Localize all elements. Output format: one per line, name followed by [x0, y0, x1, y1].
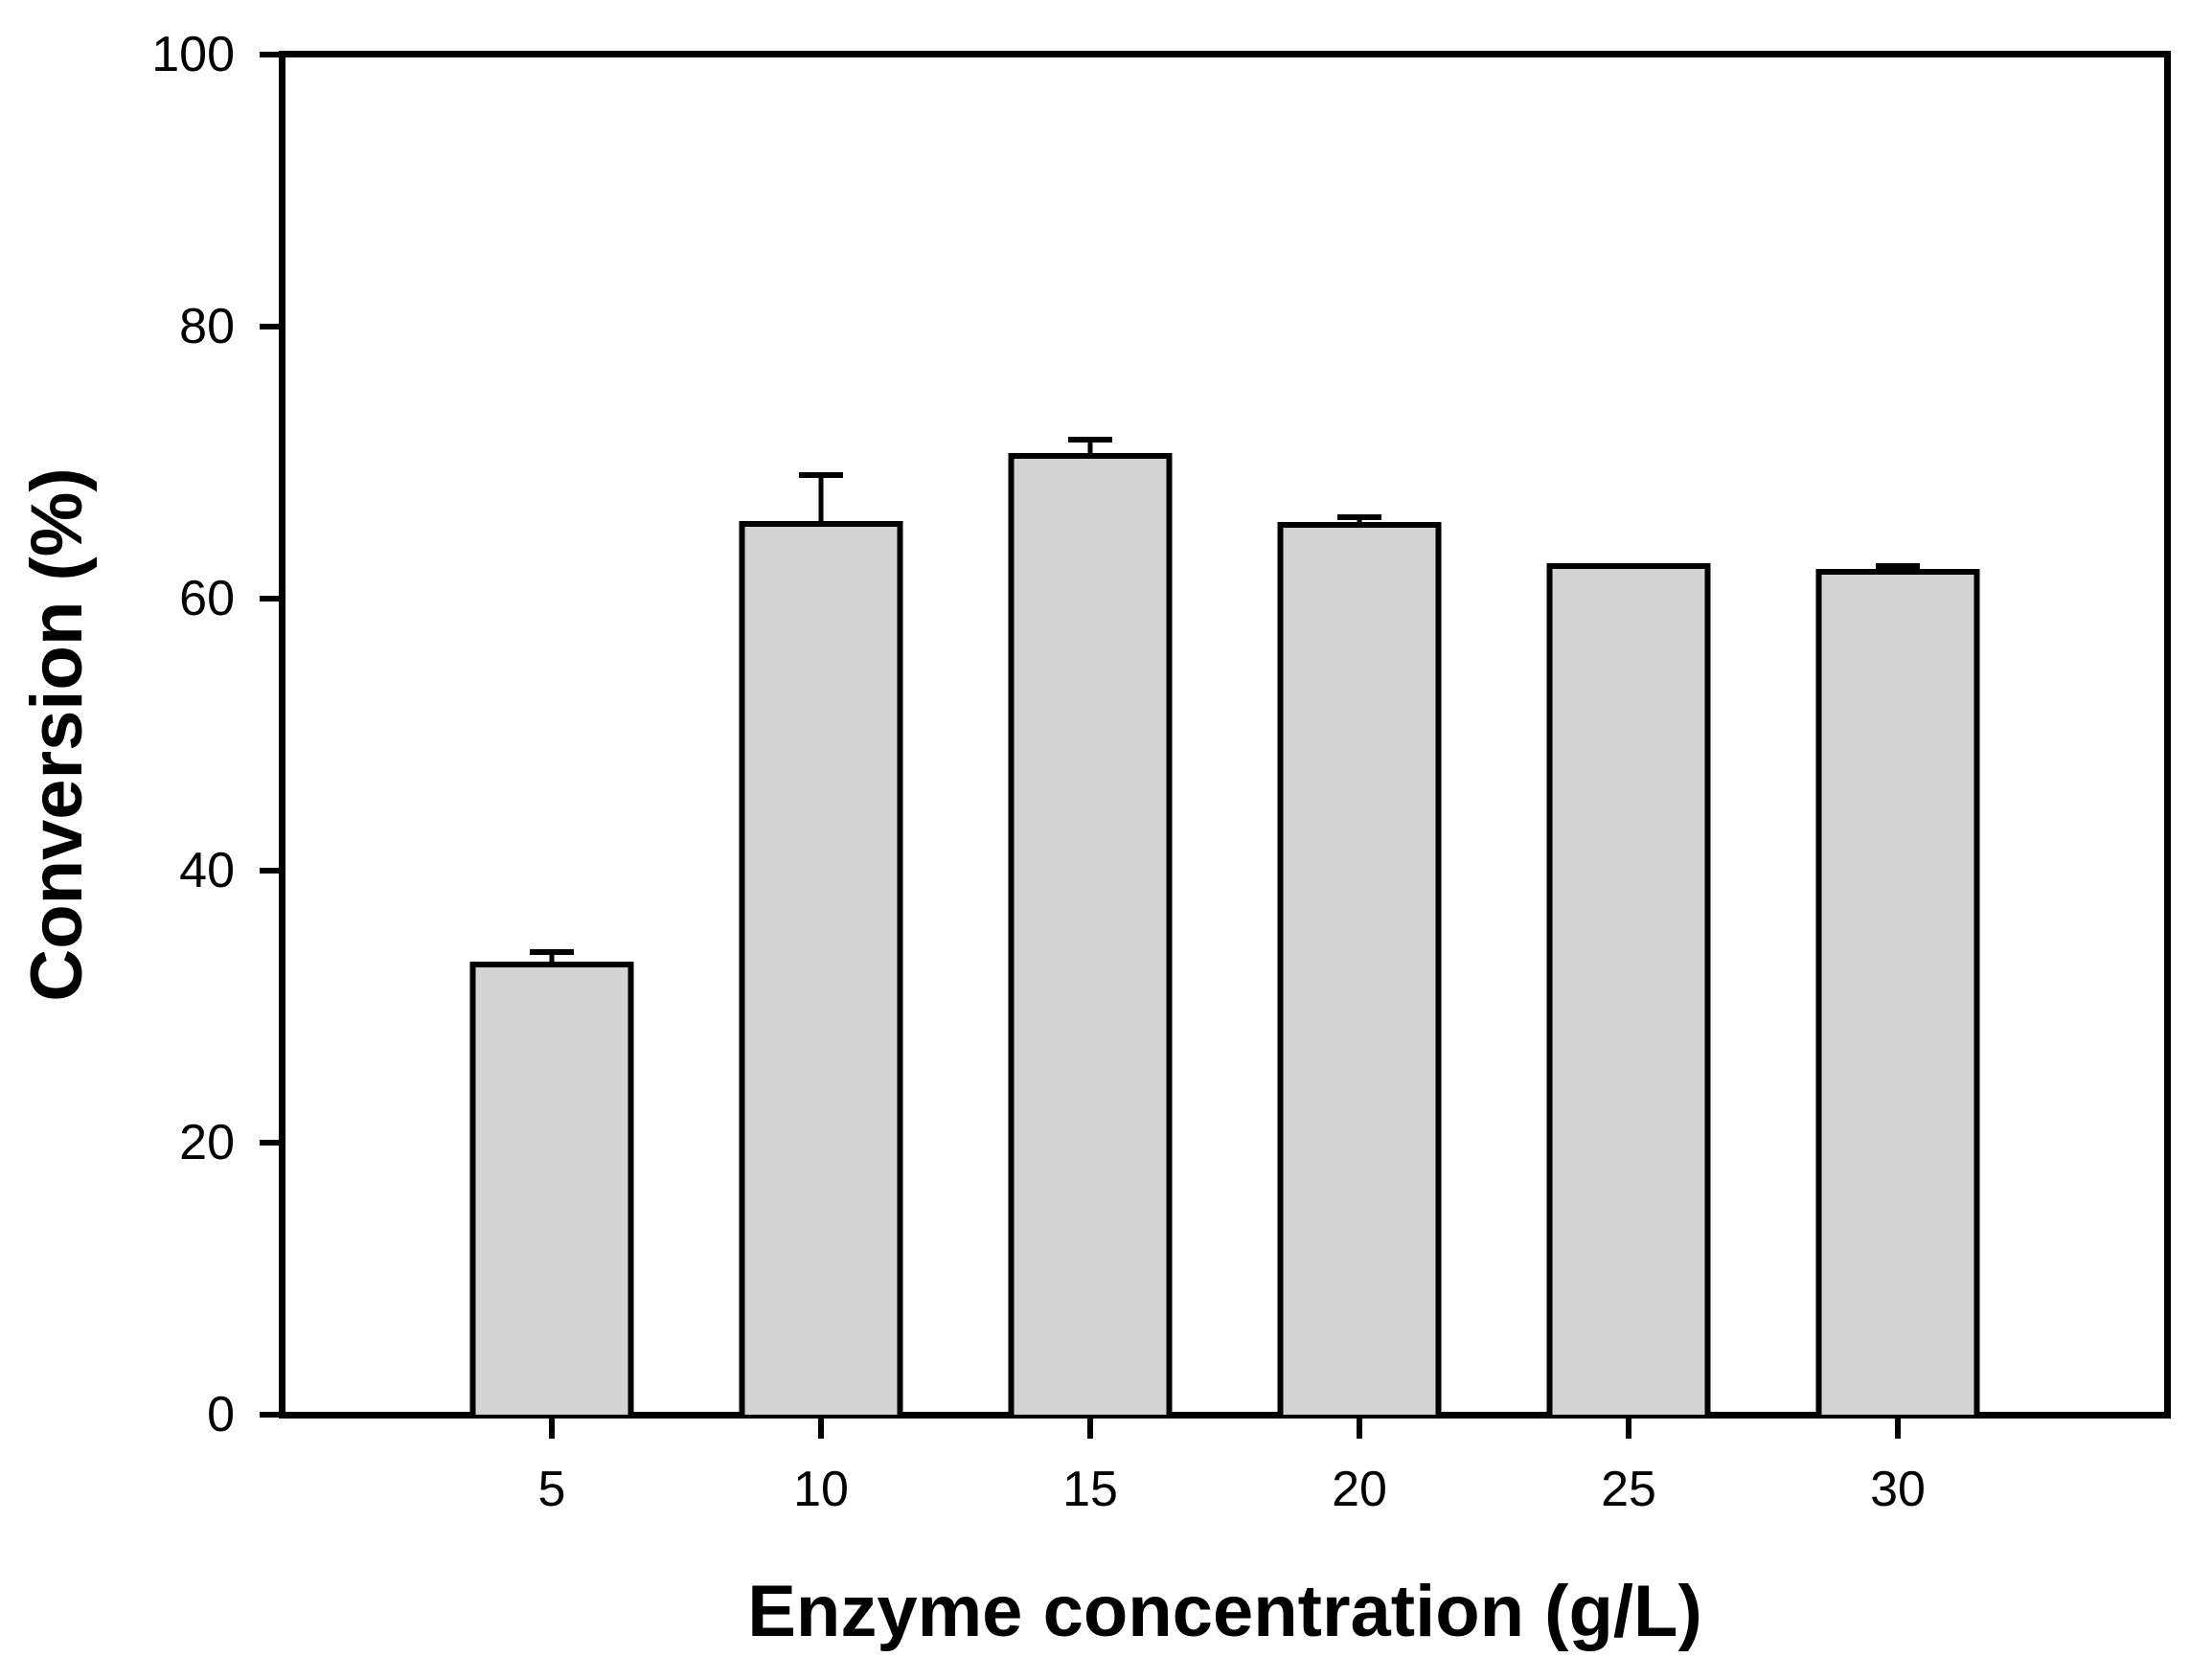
- x-tick: [1895, 1419, 1901, 1439]
- y-tick-label: 0: [207, 1387, 235, 1442]
- x-tick-label: 25: [1601, 1462, 1656, 1517]
- x-tick-label: 30: [1870, 1462, 1926, 1517]
- y-tick: [260, 324, 280, 329]
- x-tick: [1087, 1419, 1093, 1439]
- y-tick-label: 40: [179, 843, 235, 898]
- error-bar-cap: [799, 471, 843, 478]
- y-tick-label: 80: [179, 299, 235, 354]
- y-axis-title: Conversion (%): [16, 467, 98, 1002]
- y-tick: [260, 1412, 280, 1418]
- y-tick-label: 20: [179, 1115, 235, 1170]
- y-tick-label: 60: [179, 571, 235, 626]
- x-tick: [818, 1419, 824, 1439]
- x-tick: [1357, 1419, 1362, 1439]
- error-bar-line: [1087, 439, 1093, 454]
- bar-30: [1815, 568, 1980, 1415]
- error-bar-cap: [530, 949, 574, 956]
- x-tick-label: 15: [1062, 1462, 1118, 1517]
- error-bar-cap: [1068, 436, 1112, 443]
- error-bar-line: [549, 952, 555, 963]
- x-tick-label: 20: [1332, 1462, 1387, 1517]
- bar-10: [739, 521, 903, 1415]
- bar-15: [1008, 453, 1173, 1415]
- x-tick: [549, 1419, 555, 1439]
- bar-5: [469, 962, 634, 1415]
- x-axis-title: Enzyme concentration (g/L): [747, 1571, 1702, 1652]
- bar-25: [1546, 563, 1711, 1415]
- error-bar-cap: [1876, 562, 1920, 569]
- y-tick: [260, 1140, 280, 1146]
- y-tick: [260, 52, 280, 57]
- x-tick-label: 5: [537, 1462, 566, 1517]
- y-tick-label: 100: [151, 27, 235, 82]
- y-tick: [260, 868, 280, 874]
- bar-20: [1277, 522, 1442, 1415]
- plot-area: Conversion (%) Enzyme concentration (g/L…: [16, 30, 2171, 1648]
- error-bar-line: [818, 474, 824, 522]
- x-tick: [1626, 1419, 1631, 1439]
- y-tick: [260, 596, 280, 602]
- x-tick-label: 10: [793, 1462, 849, 1517]
- error-bar-cap: [1337, 513, 1381, 520]
